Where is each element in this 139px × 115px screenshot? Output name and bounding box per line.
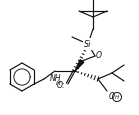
- Text: O: O: [109, 92, 115, 101]
- Polygon shape: [75, 60, 84, 71]
- Text: H: H: [56, 81, 60, 86]
- Text: Si: Si: [84, 40, 92, 49]
- Text: NH: NH: [50, 74, 62, 83]
- Text: O:: O:: [57, 81, 65, 90]
- Text: H: H: [115, 95, 119, 100]
- Text: O: O: [96, 51, 102, 60]
